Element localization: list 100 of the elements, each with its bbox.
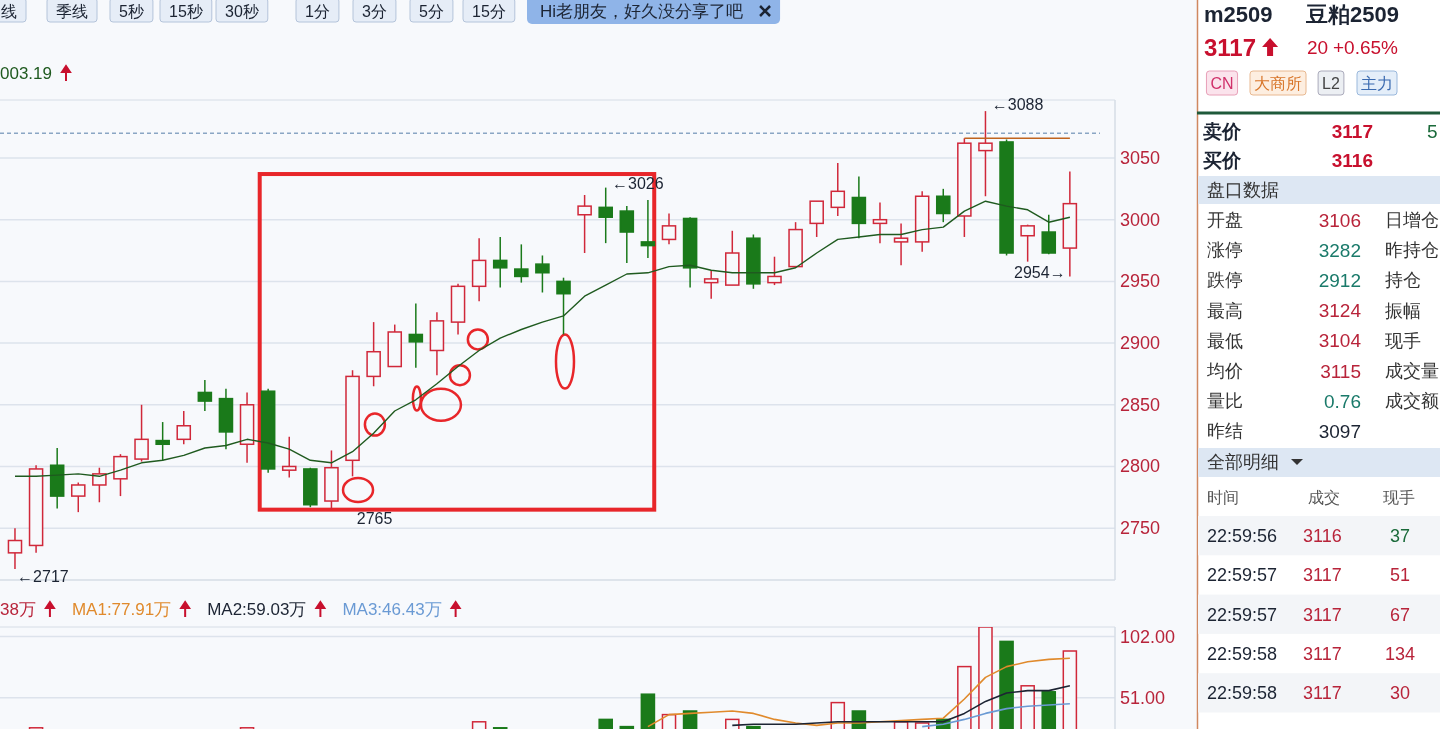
text: MA3:46.43万 — [342, 599, 442, 619]
text: 3117 — [1303, 565, 1342, 586]
text: m2509 — [1204, 1, 1273, 27]
text: 最低 — [1207, 330, 1243, 351]
text: 昨持仓 — [1385, 240, 1439, 261]
text: 现手 — [1383, 488, 1415, 506]
text: MA2:59.03万 — [207, 599, 307, 619]
candlestick — [492, 236, 508, 289]
candlestick — [767, 255, 782, 286]
text: 振幅 — [1385, 300, 1421, 321]
text: 昨结 — [1207, 421, 1243, 442]
text: 3115 — [1320, 360, 1361, 382]
text: 卖价 — [1203, 120, 1242, 142]
text: CN — [1210, 74, 1234, 92]
candlestick — [809, 200, 824, 238]
text: 134 — [1384, 643, 1416, 664]
text: 003.19 — [0, 63, 52, 83]
annotation: ←3088 — [991, 96, 1044, 114]
candlestick — [830, 162, 846, 217]
text: 1分 — [305, 2, 330, 20]
text: 3117 — [1303, 604, 1342, 625]
candlestick — [1020, 223, 1035, 263]
text: 3106 — [1318, 209, 1361, 231]
candlestick — [70, 481, 86, 513]
candlestick — [7, 527, 23, 570]
text: 20 — [1307, 36, 1329, 58]
text: 线 — [1, 2, 17, 20]
text: 成交 — [1308, 488, 1340, 506]
text: 22:59:58 — [1207, 683, 1278, 704]
text: 5 — [1427, 120, 1438, 142]
line-series — [647, 657, 1071, 728]
line-series — [731, 685, 1071, 727]
text: 3117 — [1303, 683, 1342, 704]
text: 现手 — [1385, 330, 1421, 351]
candlestick — [872, 201, 888, 244]
text: 季线 — [56, 2, 88, 20]
text: L2 — [1322, 74, 1340, 92]
candlestick — [661, 212, 677, 246]
y-tick-label: 2850 — [1120, 394, 1161, 415]
text: 日增仓 — [1385, 210, 1439, 230]
text: 成交量 — [1385, 361, 1439, 381]
candlestick — [197, 379, 213, 412]
text: 3117 — [1303, 643, 1342, 664]
text: 大商所 — [1254, 74, 1302, 92]
annotation: 2765 — [356, 509, 393, 527]
y-tick-label: 51.00 — [1120, 687, 1166, 708]
y-tick-label: 2750 — [1120, 518, 1161, 539]
text: 5分 — [419, 2, 444, 20]
text: 3282 — [1318, 239, 1361, 261]
text: 3116 — [1303, 526, 1342, 546]
candlestick — [535, 254, 550, 294]
y-tick-label: 2800 — [1120, 456, 1161, 477]
text: 15分 — [472, 2, 506, 20]
text: 22:59:57 — [1207, 604, 1278, 625]
candlestick — [598, 186, 613, 244]
text: 量比 — [1207, 391, 1243, 412]
text: 3124 — [1318, 300, 1362, 322]
text: 67 — [1389, 604, 1411, 625]
text: 3104 — [1318, 330, 1362, 352]
text: 均价 — [1206, 361, 1243, 381]
text: 3097 — [1318, 420, 1361, 442]
text: +0.65% — [1333, 36, 1399, 58]
text: 跌停 — [1207, 270, 1243, 291]
candlestick — [619, 205, 635, 264]
text: 涨停 — [1207, 240, 1243, 261]
text: 22:59:56 — [1207, 526, 1278, 546]
candlestick — [978, 110, 993, 197]
annotation: ←2717 — [17, 567, 69, 585]
candlestick — [556, 276, 571, 336]
text: 全部明细 — [1207, 452, 1279, 472]
text: 最高 — [1207, 300, 1243, 321]
text: 5秒 — [119, 2, 144, 20]
y-tick-label: 3050 — [1120, 147, 1161, 168]
text: 15秒 — [169, 2, 203, 20]
y-tick-label: 3000 — [1120, 209, 1161, 230]
y-tick-label: 102.00 — [1120, 626, 1176, 647]
text: 30 — [1389, 683, 1411, 704]
text: 37 — [1389, 526, 1411, 546]
candlestick — [1041, 214, 1057, 255]
text: 3116 — [1331, 149, 1373, 171]
candlestick — [134, 404, 149, 463]
text: 3117 — [1204, 33, 1257, 61]
y-tick-label: 2900 — [1120, 333, 1161, 354]
text: 51 — [1389, 565, 1411, 586]
text: 38万 — [0, 599, 36, 619]
text: 3分 — [362, 2, 387, 20]
line-series — [921, 703, 1071, 728]
annotation: 2954→ — [1014, 264, 1066, 282]
text: 买价 — [1203, 149, 1242, 171]
text: Hi老朋友，好久没分享了吧 — [540, 1, 744, 21]
text: 22:59:57 — [1207, 565, 1278, 586]
candlestick — [92, 466, 107, 504]
candlestick — [408, 302, 424, 369]
text: 盘口数据 — [1207, 180, 1279, 200]
candlestick — [514, 243, 529, 284]
candlestick — [935, 188, 951, 223]
text: 成交额 — [1385, 391, 1439, 412]
text: 2912 — [1318, 269, 1361, 291]
y-tick-label: 2950 — [1120, 271, 1161, 292]
text: 豆粕2509 — [1305, 1, 1399, 27]
